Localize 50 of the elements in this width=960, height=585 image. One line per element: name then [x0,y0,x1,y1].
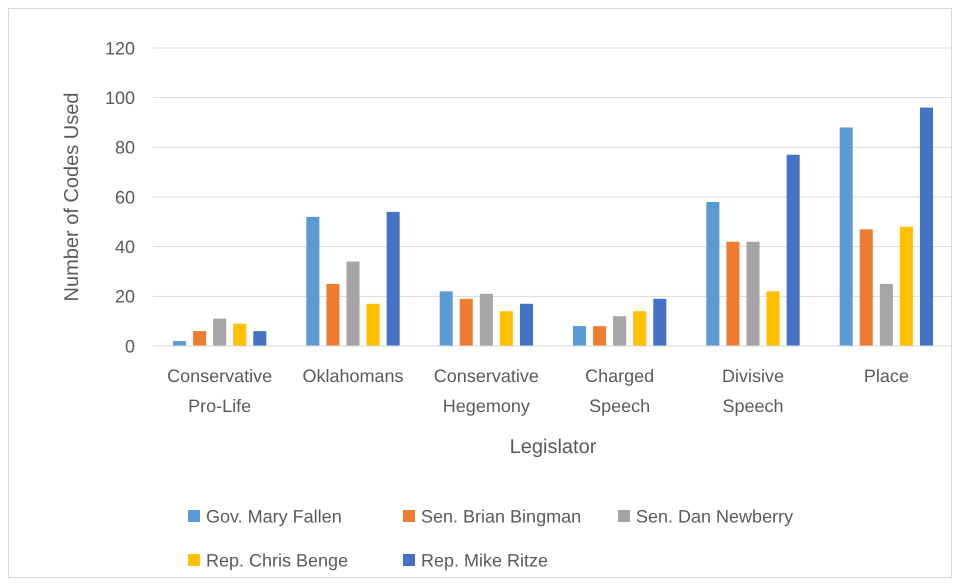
legend-label: Sen. Dan Newberry [636,506,794,526]
bar [840,127,853,346]
bar [326,284,340,346]
bar [346,262,360,346]
bar [593,326,606,346]
bar [786,154,800,346]
legend-label: Sen. Brian Bingman [421,506,582,526]
bar [213,318,226,346]
x-tick-label: Conservative Hegemony [434,366,539,416]
x-tick-label: Divisive Speech [722,366,784,416]
bar [573,326,586,346]
bar [500,311,513,346]
y-tick-label: 60 [114,187,135,208]
x-tick-label: Conservative Pro-Life [167,366,272,416]
y-tick-label: 120 [104,38,135,58]
bar [520,304,533,346]
bar [726,242,740,346]
y-tick-label: 80 [114,138,135,158]
bar [860,229,873,346]
bar [480,294,493,346]
y-tick-label: 40 [114,236,135,257]
x-tick-label: Oklahomans [302,366,404,386]
legend-label: Rep. Chris Benge [206,550,348,570]
bar [766,291,780,346]
bar [746,242,760,346]
bar [253,331,266,346]
x-axis-title: Legislator [510,436,597,458]
bar [920,108,933,346]
bar [366,304,380,346]
x-tick-label: Place [864,366,909,386]
bar [706,202,720,346]
y-tick-label: 20 [114,286,135,307]
legend-label: Rep. Mike Ritze [421,550,548,570]
y-axis-title: Number of Codes Used [61,92,83,302]
bar [653,298,666,346]
bar [193,331,206,346]
y-tick-label: 100 [104,88,135,108]
bar [900,226,913,346]
bar [633,311,646,346]
bar [460,298,473,346]
y-tick-label: 0 [124,336,135,356]
legend-label: Gov. Mary Fallen [206,506,342,526]
bar [386,212,400,346]
bar [613,316,626,346]
bar [880,284,893,346]
bar [440,291,453,346]
x-tick-label: Charged Speech [585,366,654,416]
bar [173,341,186,346]
bar [306,216,320,346]
bar [233,324,246,346]
